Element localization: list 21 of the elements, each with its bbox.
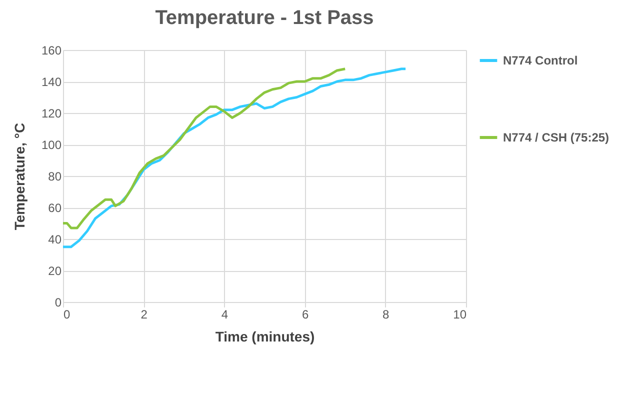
legend-label: N774 Control [503,54,578,68]
y-tick-label: 20 [48,264,62,278]
x-tick-label: 4 [221,308,228,322]
line-series [62,68,346,230]
x-tick-label: 10 [453,308,467,322]
y-tick-label: 80 [48,170,62,184]
y-tick-label: 160 [41,44,62,58]
x-tick-label: 0 [64,308,70,322]
y-tick-label: 120 [41,106,62,120]
y-axis-title: Temperature, °C [11,122,28,230]
legend-label: N774 / CSH (75:25) [503,130,610,144]
y-tick-label: 100 [41,138,62,152]
chart-title: Temperature - 1st Pass [155,7,374,29]
x-tick-label: 6 [302,308,309,322]
x-tick-label: 2 [140,308,148,322]
x-tick-label: 8 [382,308,390,322]
y-tick-label: 40 [48,232,62,246]
y-tick-label: 60 [48,201,62,215]
y-tick-label: 140 [41,75,62,89]
x-axis-title: Time (minutes) [215,328,315,344]
y-tick-label: 0 [54,296,62,310]
